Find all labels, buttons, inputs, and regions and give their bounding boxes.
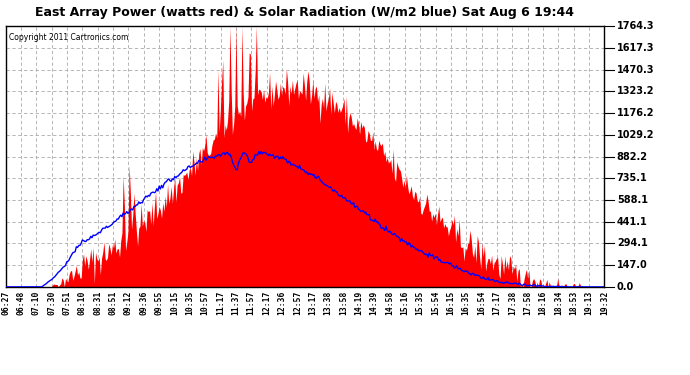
Text: 13:38: 13:38 [324, 291, 333, 315]
Text: 07:30: 07:30 [47, 291, 56, 315]
Text: 08:10: 08:10 [78, 291, 87, 315]
Text: 1764.3: 1764.3 [617, 21, 654, 31]
Text: 15:16: 15:16 [400, 291, 409, 315]
Text: 11:17: 11:17 [216, 291, 225, 315]
Text: 06:27: 06:27 [1, 291, 10, 315]
Text: 441.1: 441.1 [617, 217, 648, 227]
Text: 12:36: 12:36 [277, 291, 286, 315]
Text: 16:54: 16:54 [477, 291, 486, 315]
Text: 17:38: 17:38 [508, 291, 517, 315]
Text: 1323.2: 1323.2 [617, 86, 654, 96]
Text: 147.0: 147.0 [617, 260, 648, 270]
Text: 18:53: 18:53 [569, 291, 578, 315]
Text: 06:48: 06:48 [17, 291, 26, 315]
Text: 588.1: 588.1 [617, 195, 648, 205]
Text: 882.2: 882.2 [617, 152, 648, 162]
Text: 07:51: 07:51 [63, 291, 72, 315]
Text: 15:54: 15:54 [431, 291, 440, 315]
Text: 13:17: 13:17 [308, 291, 317, 315]
Text: 11:57: 11:57 [247, 291, 256, 315]
Text: 09:36: 09:36 [139, 291, 148, 315]
Text: 13:58: 13:58 [339, 291, 348, 315]
Text: 16:15: 16:15 [446, 291, 455, 315]
Text: 19:13: 19:13 [584, 291, 593, 315]
Text: 07:10: 07:10 [32, 291, 41, 315]
Text: 10:57: 10:57 [201, 291, 210, 315]
Text: 12:57: 12:57 [293, 291, 302, 315]
Text: 18:34: 18:34 [554, 291, 563, 315]
Text: 10:15: 10:15 [170, 291, 179, 315]
Text: 294.1: 294.1 [617, 238, 648, 248]
Text: 17:17: 17:17 [493, 291, 502, 315]
Text: Copyright 2011 Cartronics.com: Copyright 2011 Cartronics.com [8, 33, 128, 42]
Text: 1176.2: 1176.2 [617, 108, 654, 118]
Text: 1029.2: 1029.2 [617, 130, 654, 140]
Text: 09:12: 09:12 [124, 291, 133, 315]
Text: 08:31: 08:31 [93, 291, 102, 315]
Text: 735.1: 735.1 [617, 173, 648, 183]
Text: 18:16: 18:16 [538, 291, 547, 315]
Text: 1617.3: 1617.3 [617, 43, 654, 53]
Text: 09:55: 09:55 [155, 291, 164, 315]
Text: 0.0: 0.0 [617, 282, 634, 292]
Text: 14:58: 14:58 [385, 291, 394, 315]
Text: 12:17: 12:17 [262, 291, 271, 315]
Text: 10:35: 10:35 [186, 291, 195, 315]
Text: East Array Power (watts red) & Solar Radiation (W/m2 blue) Sat Aug 6 19:44: East Array Power (watts red) & Solar Rad… [35, 6, 575, 19]
Text: 16:35: 16:35 [462, 291, 471, 315]
Text: 1470.3: 1470.3 [617, 64, 654, 75]
Text: 11:37: 11:37 [231, 291, 240, 315]
Text: 08:51: 08:51 [108, 291, 117, 315]
Text: 14:39: 14:39 [370, 291, 379, 315]
Text: 17:58: 17:58 [523, 291, 532, 315]
Text: 14:19: 14:19 [354, 291, 363, 315]
Text: 19:32: 19:32 [600, 291, 609, 315]
Text: 15:35: 15:35 [415, 291, 424, 315]
